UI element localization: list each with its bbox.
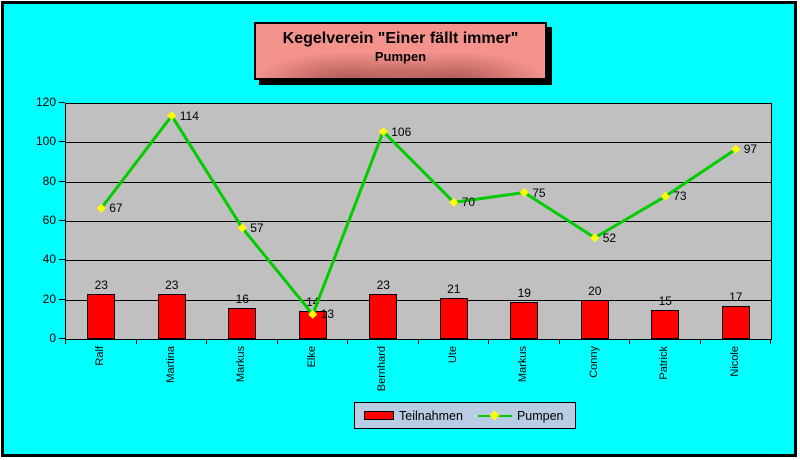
bar <box>439 297 468 339</box>
point-value-label: 73 <box>673 189 687 204</box>
point-value-label: 52 <box>602 230 617 245</box>
bar <box>369 293 398 339</box>
bar-value-label: 20 <box>588 283 602 298</box>
x-axis-label: Markus <box>235 346 248 383</box>
x-axis-label: Elke <box>305 346 318 368</box>
gridline <box>66 299 771 301</box>
bar-value-label: 23 <box>94 277 108 292</box>
x-axis-tick <box>699 339 701 344</box>
bar-value-label: 15 <box>658 293 672 308</box>
y-axis-tick <box>59 338 65 339</box>
point-value-label: 70 <box>461 195 476 210</box>
y-axis-tick <box>59 259 65 261</box>
legend: Teilnahmen Pumpen <box>354 402 576 429</box>
y-axis-tick <box>59 298 65 300</box>
line-point-marker <box>590 233 600 243</box>
bar-value-label: 21 <box>447 281 461 296</box>
bar <box>228 307 257 339</box>
chart-title: Kegelverein "Einer fällt immer" <box>282 30 519 47</box>
x-axis-tick <box>488 339 489 344</box>
x-axis-tick <box>65 339 66 344</box>
x-axis-label: Martina <box>164 346 177 383</box>
legend-label-teilnahmen: Teilnahmen <box>399 408 463 423</box>
bar-value-label: 23 <box>376 277 390 292</box>
y-axis-label: 80 <box>42 173 56 188</box>
x-axis-tick <box>629 339 630 344</box>
gridline <box>66 260 771 262</box>
x-axis-label: Conny <box>587 346 600 378</box>
point-value-label: 67 <box>109 201 123 216</box>
legend-label-pumpen: Pumpen <box>516 408 564 423</box>
y-axis-tick <box>59 220 65 221</box>
line-point-marker <box>167 111 177 121</box>
bar <box>580 299 609 339</box>
x-axis-tick <box>770 339 771 344</box>
x-axis-tick <box>347 339 348 344</box>
chart-title-box: Kegelverein "Einer fällt immer" Pumpen <box>254 22 547 80</box>
bar <box>721 305 750 339</box>
chart-subtitle: Pumpen <box>374 49 427 64</box>
point-value-label: 106 <box>391 124 412 139</box>
data-line-layer <box>96 111 741 319</box>
x-axis-label: Ute <box>446 346 459 364</box>
gridline <box>66 181 771 183</box>
y-axis-label: 0 <box>49 331 56 345</box>
legend-line-marker <box>489 410 500 420</box>
bar <box>651 309 680 339</box>
line-point-marker <box>660 191 670 201</box>
line-point-marker <box>308 309 318 319</box>
point-value-label: 114 <box>179 108 199 123</box>
y-axis-tick <box>59 102 65 103</box>
bar <box>510 301 539 339</box>
y-axis-label: 20 <box>42 291 56 306</box>
line-point-marker <box>519 188 529 197</box>
bar <box>87 293 116 339</box>
y-axis-label: 120 <box>35 95 56 109</box>
x-axis-tick <box>276 339 278 344</box>
point-value-label: 97 <box>743 142 758 157</box>
y-axis-label: 100 <box>35 134 56 149</box>
bar <box>157 293 186 339</box>
point-value-label: 57 <box>250 220 264 235</box>
x-axis-tick <box>417 339 419 344</box>
bar-value-label: 19 <box>517 285 531 300</box>
point-value-label: 13 <box>320 307 335 322</box>
y-axis-label: 40 <box>42 252 56 267</box>
legend-line-icon <box>477 410 512 421</box>
data-line <box>100 114 737 316</box>
bar-value-label: 17 <box>729 289 743 304</box>
x-axis-tick <box>206 339 207 344</box>
x-axis-label: Ralf <box>94 346 107 366</box>
line-point-marker <box>449 197 459 207</box>
legend-bar-swatch <box>364 411 394 420</box>
y-axis-label: 60 <box>42 213 56 227</box>
gridline <box>66 221 771 222</box>
x-axis-tick <box>558 339 560 344</box>
x-axis-label: Markus <box>517 346 530 383</box>
line-point-marker <box>237 223 247 233</box>
gridline <box>66 142 771 144</box>
y-axis-tick <box>59 180 65 182</box>
point-value-label: 75 <box>532 185 546 200</box>
bar-value-label: 16 <box>235 291 249 306</box>
line-point-marker <box>96 203 106 213</box>
x-axis-label: Nicole <box>728 346 741 377</box>
bar-value-label: 23 <box>165 277 179 292</box>
line-point-marker <box>731 144 741 154</box>
line-point-marker <box>378 127 388 137</box>
plot-area: 23 23 16 14 23 21 19 20 15 17 67 114 57 13 106 70 75 52 73… <box>65 103 772 340</box>
x-axis-label: Bernhard <box>376 346 389 392</box>
x-axis-label: Patrick <box>658 346 671 380</box>
x-axis-tick <box>135 339 137 344</box>
y-axis-tick <box>59 141 65 143</box>
